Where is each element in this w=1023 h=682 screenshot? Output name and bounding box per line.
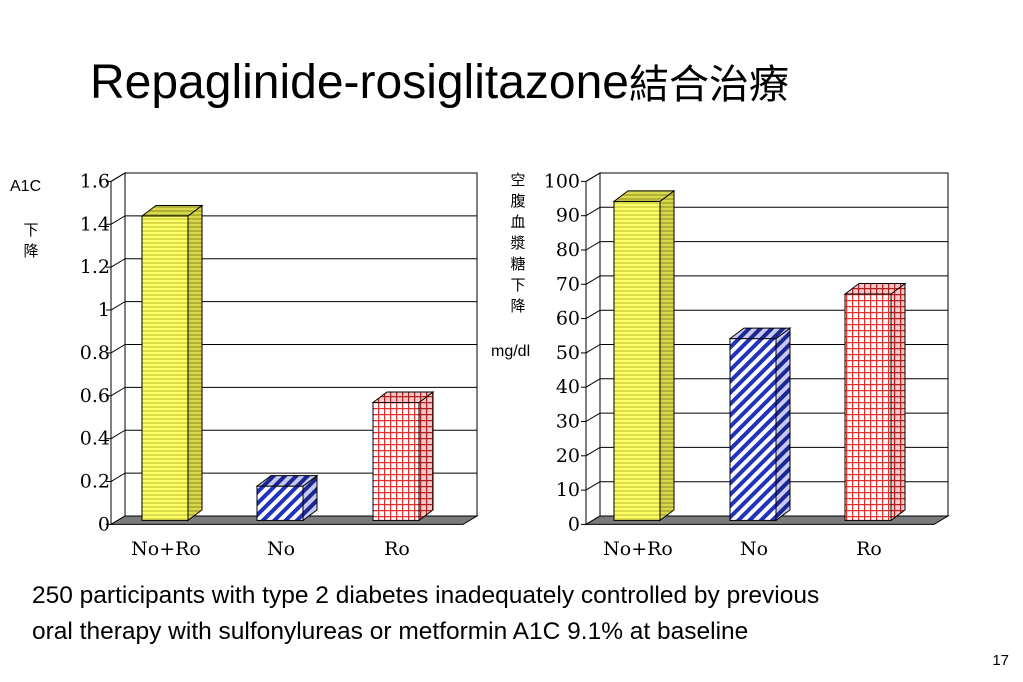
chart1-tick-label: 1.6 [80,170,110,192]
chart2-bar-top [728,327,792,340]
chart1-category-label: No+Ro [131,538,201,560]
chart2-gridline-side [585,309,601,320]
chart2-tick-label: 30 [556,411,580,433]
chart1-bar-ro [372,401,420,521]
chart2-ylabel-char: 下 [510,276,526,294]
chart2-ylabel-char: 降 [510,297,526,315]
page-number: 17 [992,652,1009,669]
chart2-category-label: No [740,538,768,560]
chart2-gridline-side [585,344,601,354]
chart1-tick-label: 0.6 [80,385,110,407]
chart1-tick-label: 0.2 [80,471,110,493]
chart2-tick-label: 60 [556,308,580,330]
chart1-bar-top [371,391,435,403]
chart1-gridline-side [110,172,126,182]
chart2-tick-label: 20 [556,445,580,467]
chart2-ylabel-char: 空 [510,171,526,189]
chart1-ylabel-char: 降 [23,242,39,260]
chart2-tick-label: 90 [556,205,580,227]
chart2-ylabel-vertical: 空腹血漿糖下降 [508,170,528,317]
chart2-gridline-side [585,481,601,491]
chart2-ylabel-char: 糖 [510,255,526,273]
chart1-gridline-side [110,386,126,397]
chart2-tick-label: 40 [556,376,580,398]
title-cjk: 結合治療 [629,62,789,108]
chart2-tick-label: 80 [556,239,580,261]
chart1-bar-top [255,475,319,487]
chart1-category-label: Ro [384,538,410,560]
chart2-tick-label: 70 [556,273,580,295]
chart2-tick-label: 10 [556,479,580,501]
chart2-category-label: Ro [856,538,882,560]
chart2-gridline-side [585,275,601,285]
chart2-bar-ro [844,293,892,521]
chart2-ylabel-char: 漿 [510,234,526,252]
caption-line-2: oral therapy with sulfonylureas or metfo… [32,618,749,645]
chart2-bar-top [843,283,907,295]
chart1-ylabel-char: 下 [23,221,39,239]
chart1-gridline-side [110,472,126,482]
title-latin: Repaglinide-rosiglitazone [90,56,629,109]
chart2-bar-top [612,190,676,202]
chart2-category-label: No+Ro [603,538,673,560]
chart2-gridline-side [585,412,601,422]
chart2-gridline-side [585,446,601,457]
chart2-bar-side [775,327,791,522]
chart1-tick-label: 1.2 [80,256,110,278]
caption: 250 participants with type 2 diabetes in… [32,578,1017,650]
chart2-bar-side [659,189,675,522]
chart1-bar-top [140,204,204,217]
chart2-tick-label: 100 [544,170,580,192]
chart1-category-label: No [267,538,295,560]
slide-title: Repaglinide-rosiglitazone結合治療 [90,52,789,110]
chart2-bar-no [729,338,777,521]
chart2-ylabel-char: 腹 [510,192,526,210]
chart1-bar-side [418,390,434,522]
chart1-tick-label: 0 [98,513,110,535]
chart1-bar-no-ro [141,215,189,521]
chart2-gridline-side [585,378,601,388]
chart1-ylabel-top: A1C [10,178,42,195]
chart1-gridline-side [110,429,126,440]
chart1-ylabel-vertical: 下降 [21,220,41,262]
chart1-tick-label: 1.4 [80,213,110,235]
chart2-gridline-side [585,241,601,251]
chart1-gridline-side [110,344,126,354]
chart2-tick-label: 0 [568,513,580,535]
chart2-tick-label: 50 [556,342,580,364]
caption-line-1: 250 participants with type 2 diabetes in… [32,582,820,609]
chart1-tick-label: 0.4 [80,428,110,450]
chart1-gridline-side [110,215,126,225]
chart1-gridline-side [110,258,126,268]
chart2-bar-side [890,282,906,522]
chart2-gridline-side [585,206,601,217]
chart1-bar-side [187,204,203,522]
chart1-tick-label: 0.8 [80,342,110,364]
chart2-gridline-side [585,172,601,182]
chart1-tick-label: 1 [98,299,110,321]
chart1-gridline-side [110,301,126,311]
chart1-bar-no [256,485,304,521]
chart2-ylabel-unit: mg/dl [491,343,531,360]
chart2-bar-no-ro [613,200,661,521]
chart2-ylabel-char: 血 [510,213,526,231]
